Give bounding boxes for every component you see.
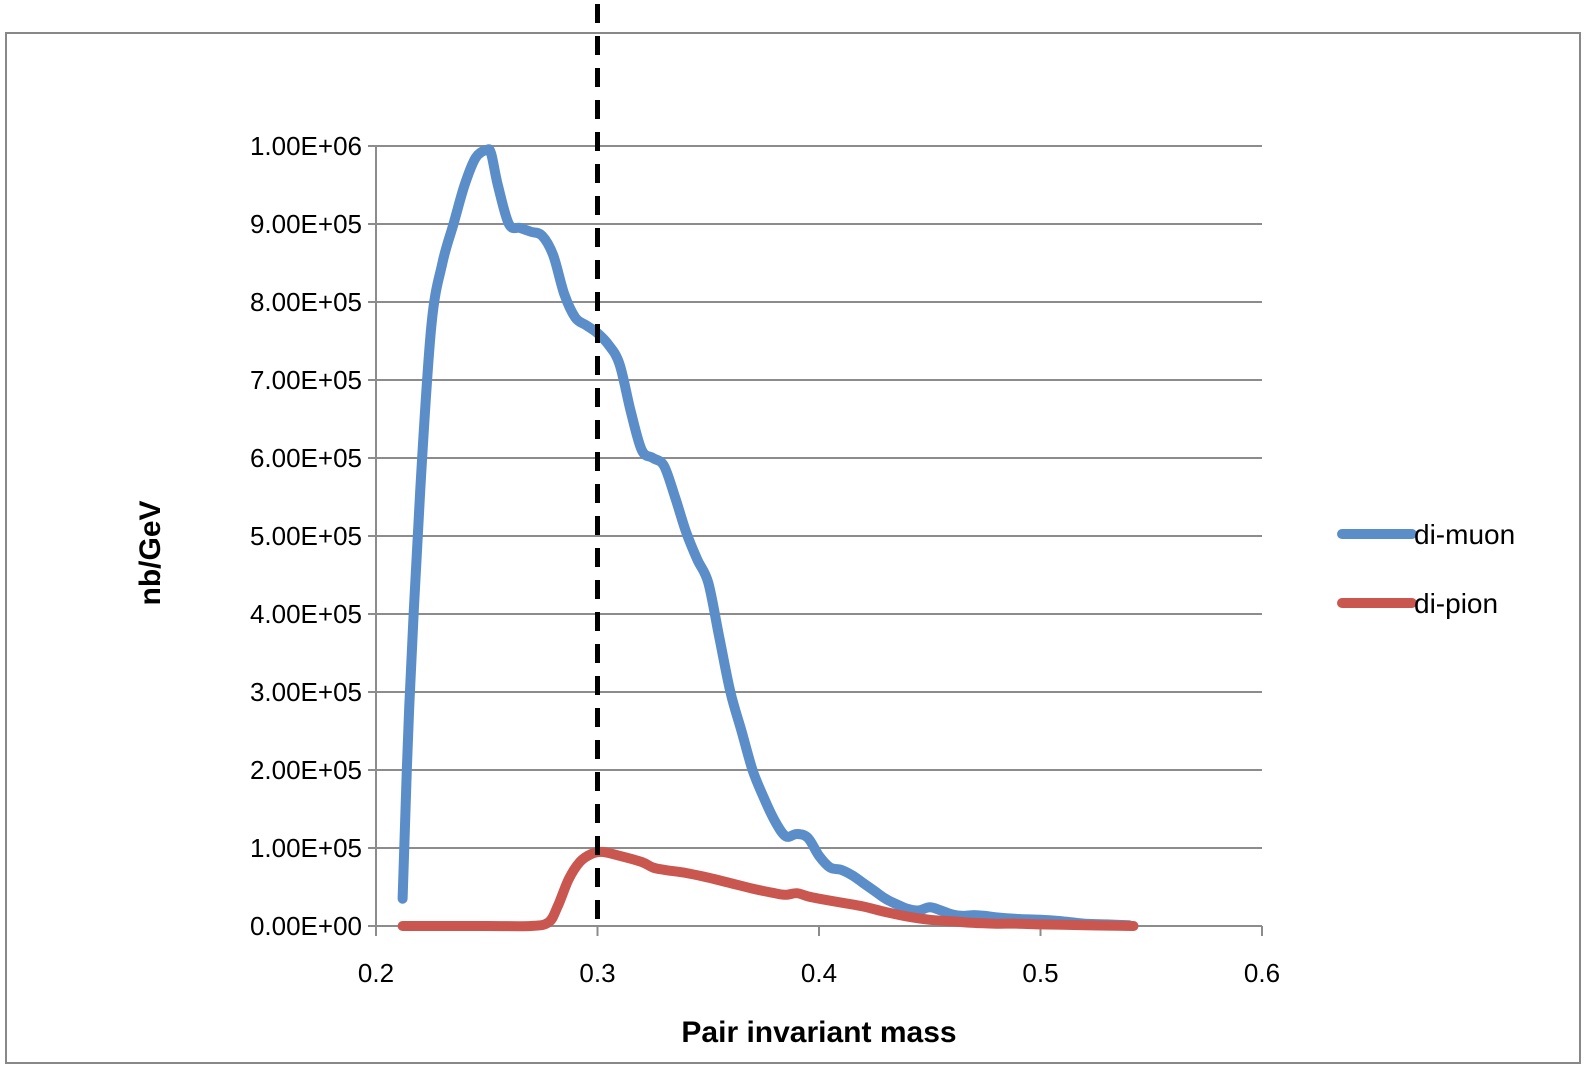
x-tick-label: 0.3	[579, 958, 615, 988]
x-tick-label: 0.6	[1244, 958, 1280, 988]
x-tick-label: 0.5	[1022, 958, 1058, 988]
y-tick-label: 8.00E+05	[250, 287, 362, 317]
legend-label-di-pion: di-pion	[1414, 588, 1498, 619]
y-tick-label: 1.00E+06	[250, 131, 362, 161]
legend-label-di-muon: di-muon	[1414, 519, 1515, 550]
y-tick-label: 5.00E+05	[250, 521, 362, 551]
y-tick-label: 1.00E+05	[250, 833, 362, 863]
chart-frame	[5, 32, 1581, 1064]
series-line-di-muon	[397, 144, 1135, 931]
y-tick-label: 9.00E+05	[250, 209, 362, 239]
legend: di-muon di-pion	[1337, 519, 1515, 619]
y-tick-label: 3.00E+05	[250, 677, 362, 707]
y-tick-label: 6.00E+05	[250, 443, 362, 473]
series-line-di-pion	[397, 846, 1139, 932]
x-axis-title: Pair invariant mass	[681, 1016, 956, 1049]
tick-labels: 0.00E+00 1.00E+05 2.00E+05 3.00E+05 4.00E+05…	[250, 131, 1280, 988]
y-tick-label: 0.00E+00	[250, 911, 362, 941]
y-axis-title: nb/GeV	[134, 500, 167, 605]
y-tick-label: 2.00E+05	[250, 755, 362, 785]
gridlines	[376, 145, 1262, 927]
y-tick-label: 7.00E+05	[250, 365, 362, 395]
y-tick-label: 4.00E+05	[250, 599, 362, 629]
x-tick-label: 0.2	[358, 958, 394, 988]
x-tick-label: 0.4	[801, 958, 837, 988]
series-lines	[397, 144, 1139, 932]
